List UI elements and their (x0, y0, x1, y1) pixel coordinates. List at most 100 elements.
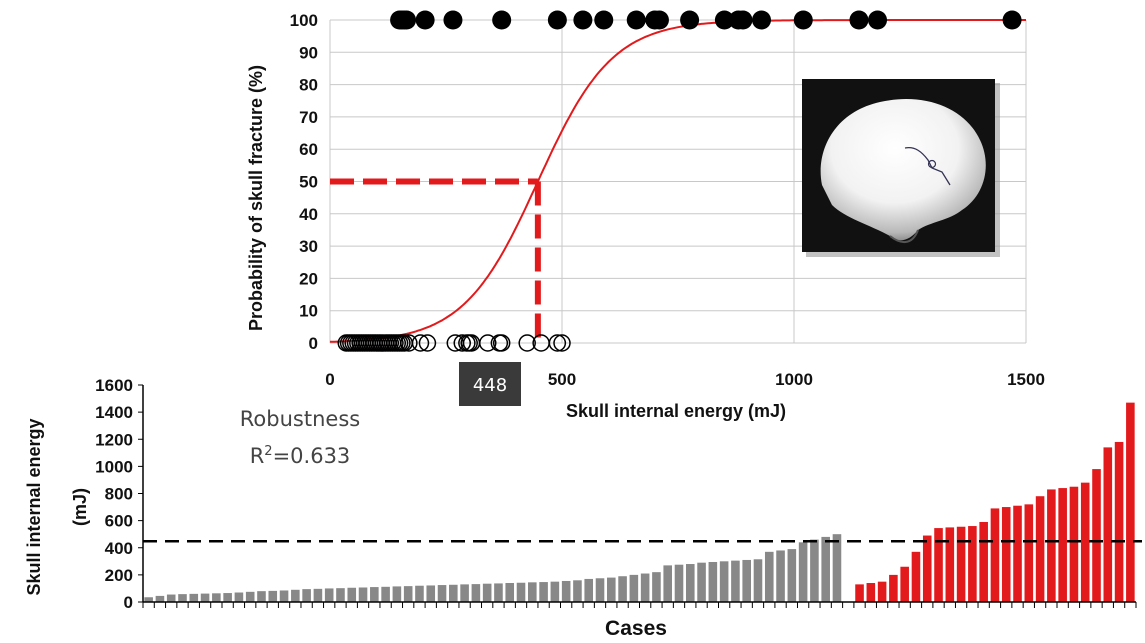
case-bar (166, 594, 176, 602)
case-bar (911, 551, 921, 602)
case-bar (1035, 496, 1045, 602)
fracture-point (1002, 10, 1022, 30)
top-y-tick-label: 20 (299, 269, 318, 288)
case-bar (370, 587, 379, 602)
case-bar (268, 590, 278, 602)
case-bar (1001, 507, 1011, 602)
case-bar (550, 581, 560, 602)
fracture-point (680, 10, 700, 30)
fracture-point (547, 10, 567, 30)
bottom-y-tick-label: 800 (105, 485, 133, 504)
case-bar (392, 586, 402, 602)
case-bar (640, 573, 650, 602)
case-bar (336, 588, 345, 602)
case-bar (505, 583, 515, 602)
energy-bar-chart: 0 200 400 600 800 1000 1200 1400 1600 Robustness… (24, 376, 1142, 640)
top-y-tick-label: 60 (299, 140, 318, 159)
case-bar (1013, 505, 1022, 602)
no-fracture-point (479, 334, 497, 352)
case-bar (798, 542, 808, 602)
fracture-point (573, 10, 593, 30)
case-bar (810, 539, 819, 602)
case-bar (144, 597, 153, 602)
fracture-point (649, 10, 669, 30)
case-bar (494, 583, 503, 602)
case-bar (934, 528, 943, 602)
robustness-title: Robustness (240, 407, 360, 431)
top-y-tick-label: 0 (309, 334, 318, 353)
fracture-point (868, 10, 888, 30)
case-bar (471, 584, 481, 602)
case-bar (257, 591, 266, 602)
case-bar (990, 508, 1000, 602)
bottom-y-tick-label: 1200 (95, 430, 133, 449)
bottom-y-tick-label: 1400 (95, 403, 133, 422)
case-bar (449, 584, 458, 602)
case-bar (787, 549, 797, 602)
case-bar (528, 582, 537, 602)
case-bar (595, 578, 605, 602)
fracture-point (714, 10, 734, 30)
case-bar (900, 566, 909, 602)
case-bar (245, 591, 255, 602)
threshold-badge: 448 (459, 362, 521, 406)
top-y-tick-label: 70 (299, 108, 318, 127)
top-y-tick-label: 30 (299, 237, 318, 256)
case-bar (776, 550, 785, 602)
bottom-y-tick-label: 600 (105, 512, 133, 531)
case-bar (1080, 482, 1090, 602)
case-bar (742, 559, 751, 602)
bottom-y-tick-label: 1600 (95, 376, 133, 395)
no-fracture-point (518, 334, 536, 352)
case-bar (708, 561, 718, 602)
case-bar (223, 593, 232, 602)
bottom-y-tick-label: 400 (105, 539, 133, 558)
case-bar (561, 580, 571, 602)
case-bar (403, 586, 413, 602)
case-bar (279, 590, 289, 602)
bottom-y-tick-label: 0 (124, 593, 133, 612)
case-bar (821, 536, 830, 602)
top-y-tick-label: 100 (290, 11, 318, 30)
fracture-point (752, 10, 772, 30)
case-bar (753, 559, 763, 602)
case-bar (979, 521, 988, 602)
case-bar (539, 582, 548, 602)
case-bar (1024, 504, 1034, 602)
no-fracture-points (337, 334, 571, 352)
case-bar (1114, 441, 1124, 602)
bottom-y-tick-label: 200 (105, 566, 133, 585)
case-bar (415, 585, 424, 602)
robustness-annotation: Robustness R2=0.633 (240, 407, 360, 468)
bottom-y-axis-label-line1: Skull internal energy (24, 418, 44, 595)
case-bar (1069, 486, 1079, 602)
case-bar (155, 595, 165, 602)
bars (144, 402, 1135, 603)
top-x-tick-label: 1000 (775, 370, 813, 389)
case-bar (877, 581, 887, 602)
case-bar (1058, 488, 1067, 602)
case-bar (1092, 469, 1101, 602)
logistic-fit-curve (329, 19, 1026, 343)
case-bar (437, 585, 447, 602)
top-y-tick-label: 90 (299, 43, 318, 62)
no-fracture-point (453, 334, 471, 352)
case-bar (922, 535, 932, 602)
fracture-point (594, 10, 614, 30)
bottom-y-ticks: 0 200 400 600 800 1000 1200 1400 1600 (95, 376, 133, 612)
case-bar (1126, 402, 1135, 602)
case-bar (832, 534, 842, 602)
probability-chart: 0 10 20 30 40 50 60 70 80 90 100 0 500 1000 1500 (246, 10, 1045, 421)
top-y-ticks: 0 10 20 30 40 50 60 70 80 90 100 (290, 11, 318, 353)
case-bar (855, 584, 864, 602)
case-bar (426, 585, 436, 602)
fracture-point (492, 10, 512, 30)
bottom-axis (138, 384, 1137, 608)
fracture-point (397, 10, 417, 30)
top-x-ticks: 0 500 1000 1500 (325, 370, 1045, 389)
fracture-point (793, 10, 813, 30)
top-y-tick-label: 10 (299, 302, 318, 321)
case-bar (313, 588, 323, 602)
case-bar (1103, 447, 1113, 602)
no-fracture-point (418, 334, 437, 352)
